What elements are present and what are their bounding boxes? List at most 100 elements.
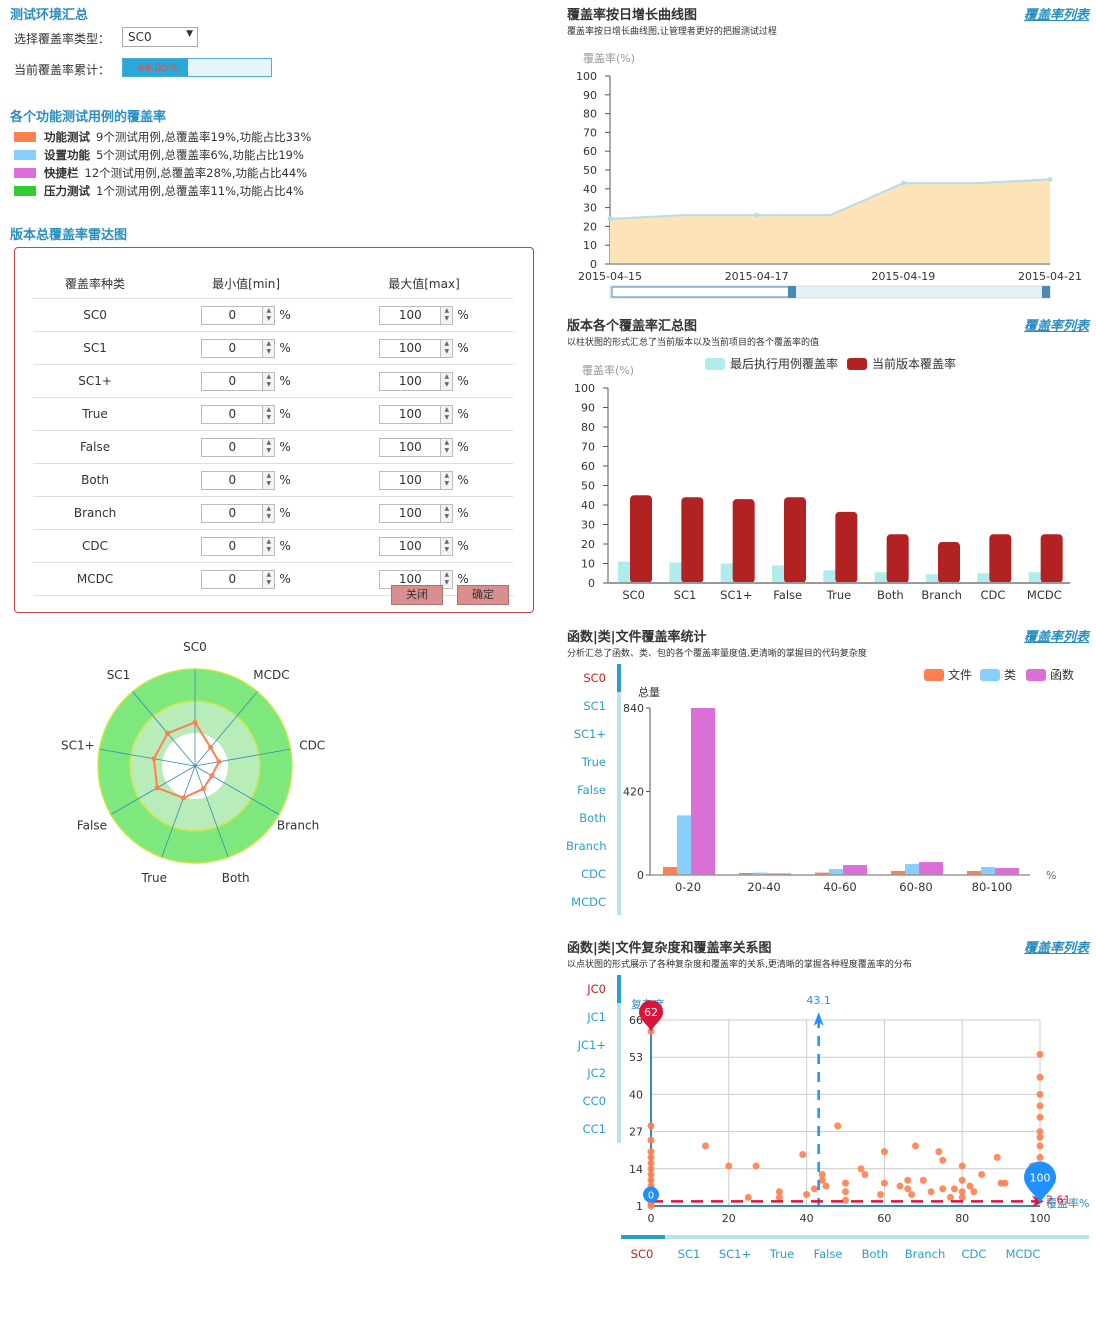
up-arrow-icon[interactable]: ▲ bbox=[266, 372, 272, 380]
up-arrow-icon[interactable]: ▲ bbox=[444, 570, 450, 578]
bar-current-version[interactable] bbox=[835, 511, 858, 583]
bar-file[interactable] bbox=[891, 871, 905, 875]
legend-label[interactable]: 文件 bbox=[948, 667, 972, 682]
bar-function[interactable] bbox=[691, 708, 715, 875]
scatter-point[interactable] bbox=[842, 1196, 849, 1204]
bar-current-version[interactable] bbox=[1040, 534, 1063, 583]
scatter-point[interactable] bbox=[842, 1188, 849, 1196]
scatter-point[interactable] bbox=[970, 1188, 978, 1196]
down-arrow-icon[interactable]: ▼ bbox=[266, 315, 272, 323]
scatter-point[interactable] bbox=[958, 1193, 966, 1201]
scatter-point[interactable] bbox=[1036, 1128, 1044, 1136]
min-stepper[interactable]: 0 ▲ ▼% bbox=[201, 404, 291, 424]
min-stepper[interactable]: 0 ▲ ▼% bbox=[201, 536, 291, 556]
scatter-point[interactable] bbox=[1036, 1133, 1044, 1141]
coverage-tab[interactable]: False bbox=[813, 1247, 843, 1261]
down-arrow-icon[interactable]: ▼ bbox=[444, 480, 450, 488]
coverage-tab[interactable]: Both bbox=[861, 1247, 889, 1261]
up-arrow-icon[interactable]: ▲ bbox=[444, 537, 450, 545]
scatter-point[interactable] bbox=[904, 1185, 912, 1193]
confirm-button[interactable]: 确定 bbox=[457, 585, 509, 605]
zoom-window[interactable] bbox=[611, 286, 793, 298]
growth-link[interactable]: 覆盖率列表 bbox=[1024, 8, 1090, 23]
bar-function[interactable] bbox=[767, 873, 791, 875]
down-arrow-icon[interactable]: ▼ bbox=[444, 513, 450, 521]
bar-file[interactable] bbox=[663, 867, 677, 875]
max-stepper[interactable]: 100 ▲ ▼% bbox=[379, 305, 469, 325]
down-arrow-icon[interactable]: ▼ bbox=[266, 381, 272, 389]
legend-label[interactable]: 类 bbox=[1004, 668, 1016, 682]
stats-tab[interactable]: True bbox=[581, 755, 606, 769]
min-input[interactable]: 0 bbox=[201, 503, 264, 523]
scatter-point[interactable] bbox=[803, 1191, 811, 1199]
up-arrow-icon[interactable]: ▲ bbox=[444, 471, 450, 479]
max-input[interactable]: 100 bbox=[379, 338, 442, 358]
bar-last-run[interactable] bbox=[874, 572, 895, 583]
bar-current-version[interactable] bbox=[989, 534, 1012, 583]
max-input[interactable]: 100 bbox=[379, 437, 442, 457]
legend-swatch[interactable] bbox=[705, 358, 725, 370]
scatter-point[interactable] bbox=[935, 1148, 943, 1156]
scatter-point[interactable] bbox=[647, 1159, 655, 1167]
scatter-point[interactable] bbox=[701, 1142, 709, 1150]
scatter-point[interactable] bbox=[647, 1171, 655, 1179]
up-arrow-icon[interactable]: ▲ bbox=[444, 372, 450, 380]
scatter-point[interactable] bbox=[919, 1176, 927, 1184]
scatter-point[interactable] bbox=[927, 1188, 935, 1196]
up-arrow-icon[interactable]: ▲ bbox=[266, 438, 272, 446]
down-arrow-icon[interactable]: ▼ bbox=[444, 447, 450, 455]
stats-link[interactable]: 覆盖率列表 bbox=[1024, 630, 1090, 645]
up-arrow-icon[interactable]: ▲ bbox=[444, 504, 450, 512]
min-input[interactable]: 0 bbox=[201, 569, 264, 589]
complexity-tab[interactable]: CC0 bbox=[582, 1094, 606, 1108]
max-input[interactable]: 100 bbox=[379, 503, 442, 523]
bar-class[interactable] bbox=[753, 872, 767, 875]
scatter-point[interactable] bbox=[818, 1171, 826, 1179]
scatter-point[interactable] bbox=[978, 1171, 986, 1179]
down-arrow-icon[interactable]: ▼ bbox=[444, 546, 450, 554]
scatter-point[interactable] bbox=[725, 1162, 733, 1170]
scatter-point[interactable] bbox=[877, 1191, 885, 1199]
coverage-tab[interactable]: True bbox=[769, 1247, 795, 1261]
scatter-point[interactable] bbox=[647, 1148, 655, 1156]
scatter-point[interactable] bbox=[1036, 1113, 1044, 1121]
legend-swatch[interactable] bbox=[980, 669, 1000, 681]
up-arrow-icon[interactable]: ▲ bbox=[444, 306, 450, 314]
stats-tab[interactable]: Branch bbox=[566, 839, 607, 853]
scatter-point[interactable] bbox=[1036, 1102, 1044, 1110]
bar-class[interactable] bbox=[677, 815, 691, 875]
coverage-tab[interactable]: Branch bbox=[904, 1247, 946, 1261]
max-stepper[interactable]: 100 ▲ ▼% bbox=[379, 437, 469, 457]
max-input[interactable]: 100 bbox=[379, 371, 442, 391]
down-arrow-icon[interactable]: ▼ bbox=[444, 579, 450, 587]
max-x-marker[interactable] bbox=[1024, 1161, 1056, 1204]
scatter-point[interactable] bbox=[912, 1142, 920, 1150]
scatter-point[interactable] bbox=[947, 1193, 955, 1201]
down-arrow-icon[interactable]: ▼ bbox=[266, 414, 272, 422]
scatter-point[interactable] bbox=[993, 1153, 1001, 1161]
scatter-point[interactable] bbox=[1036, 1073, 1044, 1081]
scatter-point[interactable] bbox=[861, 1171, 869, 1179]
scatter-point[interactable] bbox=[647, 1176, 655, 1184]
up-arrow-icon[interactable]: ▲ bbox=[266, 405, 272, 413]
scatter-point[interactable] bbox=[958, 1176, 966, 1184]
down-arrow-icon[interactable]: ▼ bbox=[444, 414, 450, 422]
min-input[interactable]: 0 bbox=[201, 470, 264, 490]
stats-tab[interactable]: CDC bbox=[581, 867, 606, 881]
bar-current-version[interactable] bbox=[630, 495, 652, 583]
scatter-point[interactable] bbox=[880, 1148, 888, 1156]
scatter-point[interactable] bbox=[857, 1165, 865, 1173]
scatter-point[interactable] bbox=[1001, 1179, 1009, 1187]
min-stepper[interactable]: 0 ▲ ▼% bbox=[201, 470, 291, 490]
max-stepper[interactable]: 100 ▲ ▼% bbox=[379, 371, 469, 391]
legend-label[interactable]: 函数 bbox=[1050, 667, 1074, 682]
bar-current-version[interactable] bbox=[938, 542, 960, 583]
bar-file[interactable] bbox=[815, 872, 829, 875]
max-stepper[interactable]: 100 ▲ ▼% bbox=[379, 536, 469, 556]
max-input[interactable]: 100 bbox=[379, 404, 442, 424]
scatter-point[interactable] bbox=[1036, 1153, 1044, 1161]
min-input[interactable]: 0 bbox=[201, 371, 264, 391]
bar-function[interactable] bbox=[843, 865, 867, 875]
bar-last-run[interactable] bbox=[1028, 572, 1049, 583]
bar-last-run[interactable] bbox=[926, 574, 946, 583]
